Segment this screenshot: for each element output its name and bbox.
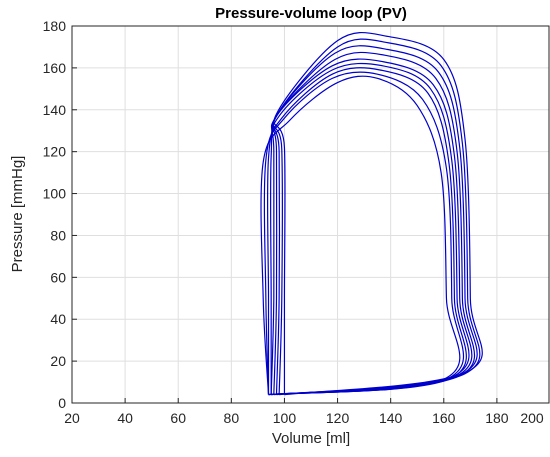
y-tick-label: 20	[50, 353, 66, 369]
y-tick-label: 0	[58, 395, 66, 411]
x-tick-label: 160	[432, 410, 456, 426]
x-tick-label: 180	[485, 410, 509, 426]
x-tick-label: 80	[224, 410, 240, 426]
pv-loop-line	[270, 58, 473, 396]
y-tick-label: 100	[43, 186, 67, 202]
grid	[71, 25, 550, 404]
x-axis-label: Volume [ml]	[272, 430, 350, 447]
x-tick-label: 60	[170, 410, 186, 426]
x-tick-label: 140	[379, 410, 403, 426]
pv-loop-line	[272, 45, 478, 396]
y-tick-label: 80	[50, 227, 66, 243]
y-tick-label: 140	[43, 102, 67, 118]
axes-box	[71, 25, 550, 404]
y-axis-label: Pressure [mmHg]	[9, 156, 26, 273]
x-tick-label: 20	[64, 410, 80, 426]
y-tick-label: 180	[43, 18, 67, 34]
pv-loop-line	[272, 38, 481, 396]
pv-loop-line	[273, 31, 483, 396]
pv-loop-line	[260, 75, 461, 396]
x-tick-label: 200	[520, 410, 544, 426]
y-tick-label: 40	[50, 311, 66, 327]
pv-loop-line	[266, 67, 467, 396]
x-tick-label: 100	[273, 410, 297, 426]
pv-loop-line	[263, 71, 465, 396]
y-tick-label: 120	[43, 144, 67, 160]
y-tick-label: 160	[43, 60, 67, 76]
pv-loop-line	[269, 62, 470, 396]
series-layer	[260, 31, 483, 396]
ticks: 20 40 60 80 100 120 140 160 180 20002040608010012…	[43, 18, 550, 426]
x-tick-label: 120	[326, 410, 350, 426]
x-tick-label: 40	[117, 410, 133, 426]
y-tick-label: 60	[50, 269, 66, 285]
chart-title: Pressure-volume loop (PV)	[215, 5, 407, 22]
pv-loop-line	[271, 51, 476, 396]
